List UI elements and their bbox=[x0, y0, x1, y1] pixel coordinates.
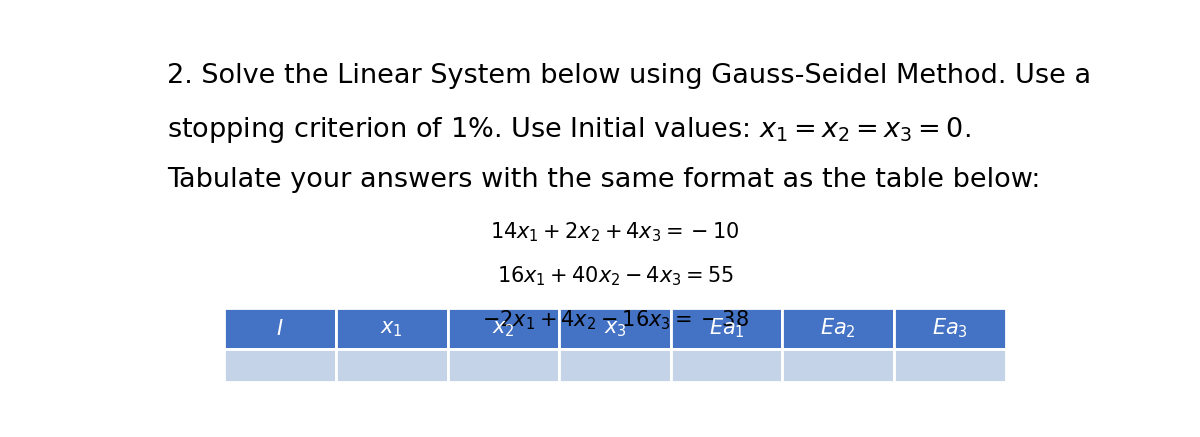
Text: $Ea_2$: $Ea_2$ bbox=[821, 317, 856, 340]
Text: $x_1$: $x_1$ bbox=[380, 319, 403, 339]
Text: Tabulate your answers with the same format as the table below:: Tabulate your answers with the same form… bbox=[167, 167, 1040, 193]
Bar bbox=[336, 308, 448, 349]
Bar bbox=[782, 349, 894, 382]
Text: $-2x_1 + 4x_2 - 16x_3 = -38$: $-2x_1 + 4x_2 - 16x_3 = -38$ bbox=[481, 308, 749, 332]
Bar bbox=[448, 308, 559, 349]
Bar bbox=[559, 308, 671, 349]
Text: $I$: $I$ bbox=[276, 319, 284, 339]
Bar bbox=[671, 349, 782, 382]
Text: $Ea_1$: $Ea_1$ bbox=[709, 317, 744, 340]
Text: 2. Solve the Linear System below using Gauss-Seidel Method. Use a: 2. Solve the Linear System below using G… bbox=[167, 62, 1091, 89]
Bar bbox=[894, 349, 1006, 382]
Bar bbox=[894, 308, 1006, 349]
Bar bbox=[336, 349, 448, 382]
Text: $Ea_3$: $Ea_3$ bbox=[932, 317, 967, 340]
Bar bbox=[782, 308, 894, 349]
Text: $16x_1 + 40x_2 - 4x_3 = 55$: $16x_1 + 40x_2 - 4x_3 = 55$ bbox=[497, 264, 733, 288]
Bar bbox=[448, 349, 559, 382]
Bar bbox=[224, 308, 336, 349]
Bar bbox=[671, 308, 782, 349]
Bar bbox=[559, 349, 671, 382]
Text: $x_2$: $x_2$ bbox=[492, 319, 515, 339]
Bar bbox=[224, 349, 336, 382]
Text: stopping criterion of 1%. Use Initial values: $x_1 = x_2 = x_3 = 0$.: stopping criterion of 1%. Use Initial va… bbox=[167, 114, 971, 145]
Text: $14x_1 + 2x_2 + 4x_3 = -10$: $14x_1 + 2x_2 + 4x_3 = -10$ bbox=[491, 221, 739, 244]
Text: $x_3$: $x_3$ bbox=[604, 319, 626, 339]
